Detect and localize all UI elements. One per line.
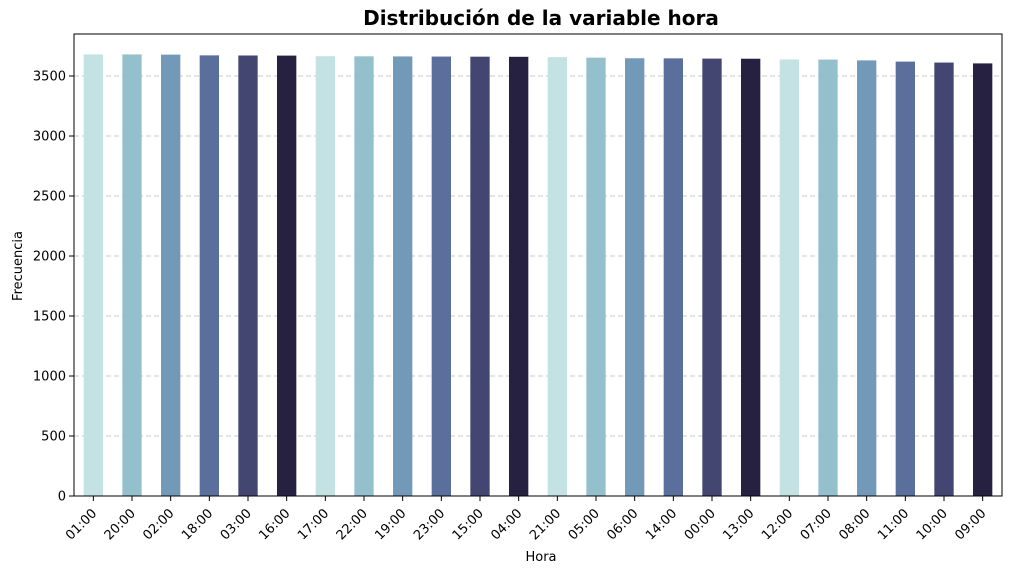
y-tick-label: 500 <box>41 430 66 445</box>
x-tick-label: 04:00 <box>488 506 525 543</box>
y-tick-label: 3500 <box>33 70 66 85</box>
bars <box>83 54 993 497</box>
x-tick-label: 03:00 <box>218 506 255 543</box>
y-tick-label: 0 <box>58 490 66 505</box>
bar-11-00 <box>895 61 915 496</box>
x-tick-label: 06:00 <box>604 506 641 543</box>
bar-08-00 <box>857 60 877 497</box>
bar-10-00 <box>934 62 954 497</box>
bar-14-00 <box>663 58 683 497</box>
x-tick-label: 05:00 <box>566 506 603 543</box>
x-axis-label: Hora <box>525 550 556 565</box>
x-tick-label: 23:00 <box>411 506 448 543</box>
x-tick-label: 16:00 <box>256 506 293 543</box>
bar-04-00 <box>509 56 529 497</box>
bar-13-00 <box>741 58 761 496</box>
bar-21-00 <box>547 57 567 496</box>
y-tick-label: 3000 <box>33 130 66 145</box>
bar-20-00 <box>122 54 142 497</box>
bar-03-00 <box>238 55 258 496</box>
grid-lines <box>74 75 1002 437</box>
bar-15-00 <box>470 56 490 497</box>
x-tick-label: 18:00 <box>179 506 216 543</box>
x-tick-label: 15:00 <box>450 506 487 543</box>
x-tick-label: 12:00 <box>759 506 796 543</box>
x-tick-label: 01:00 <box>63 506 100 543</box>
bar-18-00 <box>199 55 219 497</box>
bar-05-00 <box>586 57 606 496</box>
bar-17-00 <box>315 56 335 496</box>
x-tick-label: 22:00 <box>334 506 371 543</box>
chart-title: Distribución de la variable hora <box>363 6 719 30</box>
x-tick-label: 14:00 <box>643 506 680 543</box>
bar-12-00 <box>779 59 799 496</box>
y-tick-label: 2000 <box>33 250 66 265</box>
bar-00-00 <box>702 58 722 496</box>
bar-09-00 <box>973 63 993 497</box>
plot-frame <box>73 33 1003 497</box>
bar-07-00 <box>818 59 838 497</box>
x-tick-label: 07:00 <box>798 506 835 543</box>
bar-16-00 <box>277 55 297 496</box>
y-tick-label: 2500 <box>33 190 66 205</box>
x-tick-label: 09:00 <box>952 506 989 543</box>
x-tick-label: 17:00 <box>295 506 332 543</box>
x-axis: 01:00 20:00 02:00 18:00 03:00 16:00 17:00 22:00… <box>63 496 989 543</box>
x-tick-label: 13:00 <box>720 506 757 543</box>
bar-01-00 <box>83 54 103 497</box>
x-tick-label: 11:00 <box>875 506 912 543</box>
x-tick-label: 00:00 <box>682 506 719 543</box>
bar-19-00 <box>393 56 413 496</box>
y-axis-label: Frecuencia <box>11 231 26 301</box>
x-tick-label: 02:00 <box>140 506 177 543</box>
x-tick-label: 20:00 <box>102 506 139 543</box>
x-tick-label: 21:00 <box>527 506 564 543</box>
bar-22-00 <box>354 56 374 496</box>
bar-23-00 <box>431 56 451 497</box>
bar-06-00 <box>625 58 645 497</box>
y-tick-label: 1500 <box>33 310 66 325</box>
x-tick-label: 08:00 <box>836 506 873 543</box>
x-tick-label: 19:00 <box>372 506 409 543</box>
y-tick-label: 1000 <box>33 370 66 385</box>
x-tick-label: 10:00 <box>914 506 951 543</box>
y-axis: 0 500 1000 1500 2000 2500 3000 3500 <box>33 70 74 505</box>
bar-02-00 <box>161 54 181 496</box>
